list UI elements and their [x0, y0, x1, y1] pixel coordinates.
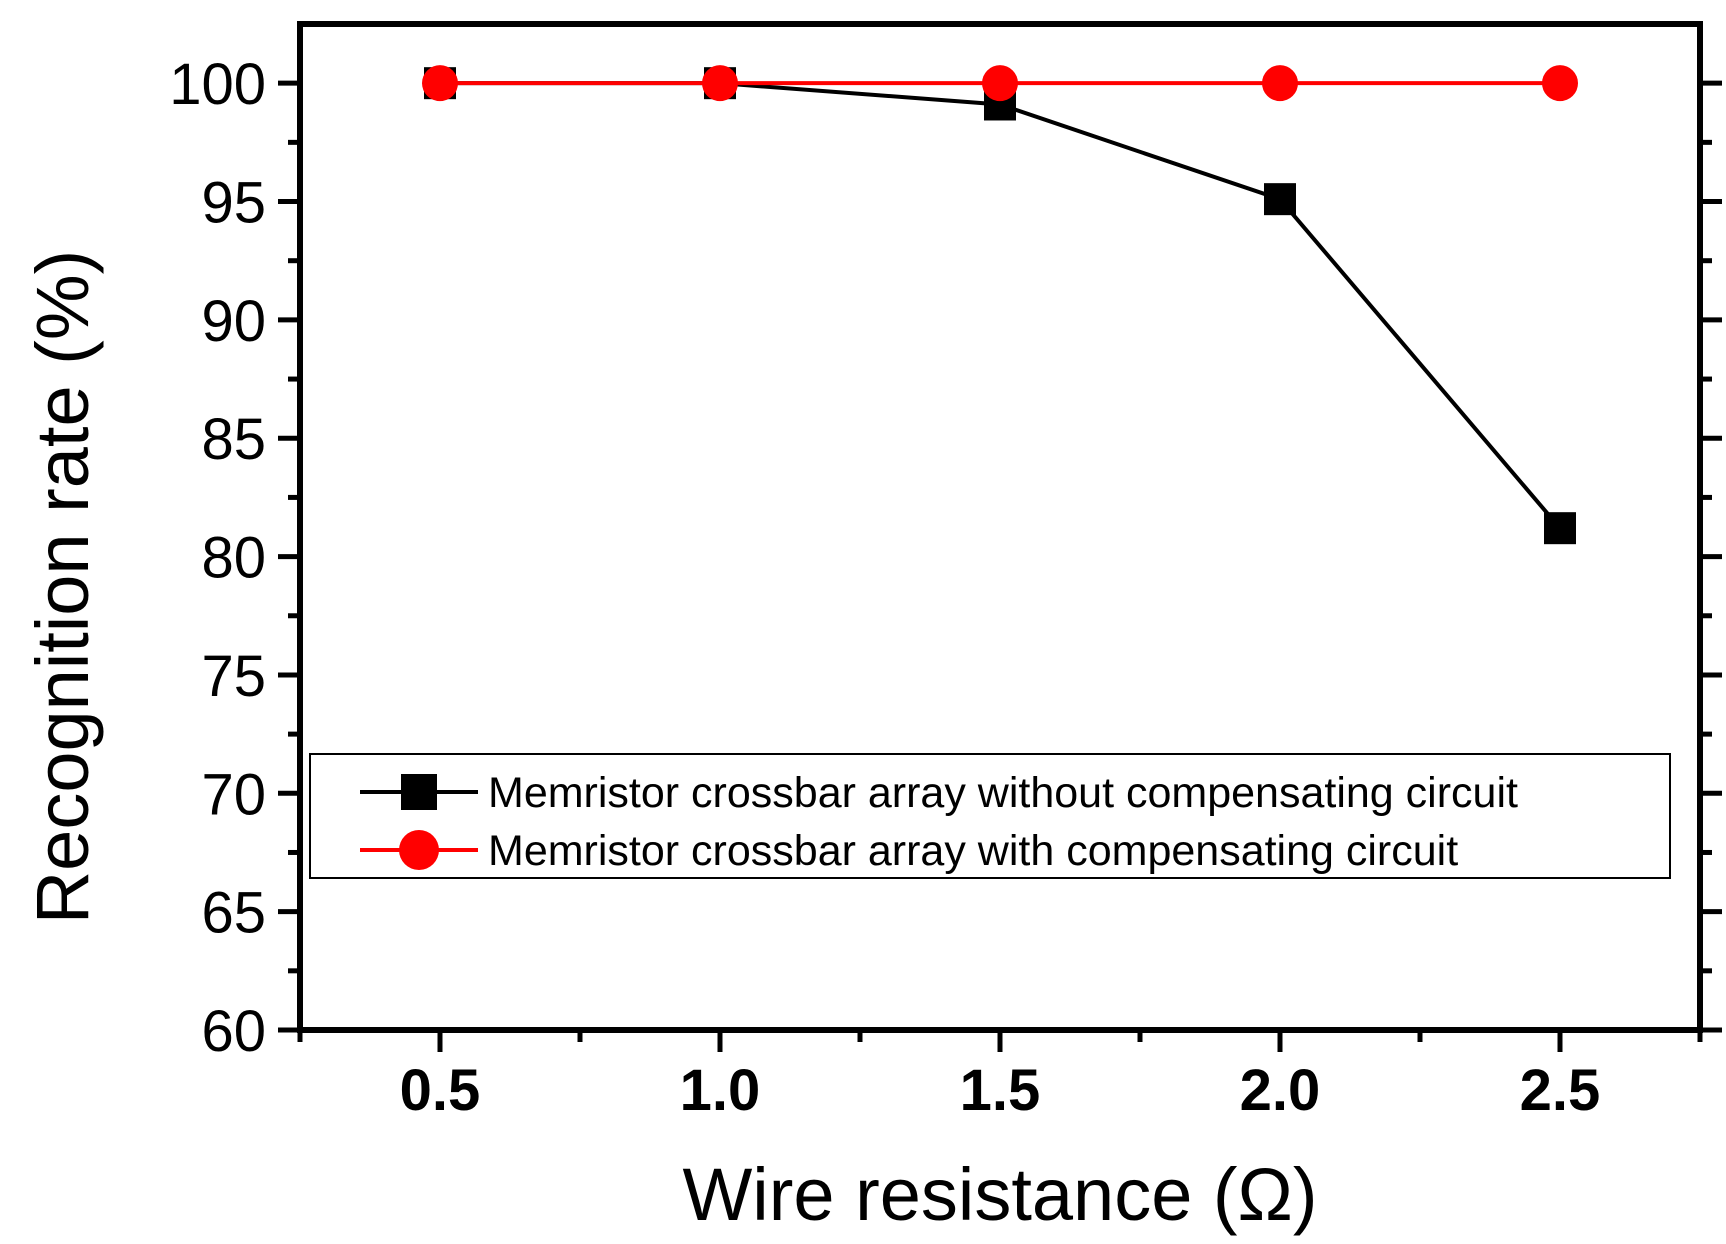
- y-tick-label: 100: [169, 52, 266, 117]
- x-tick-label: 1.0: [680, 1058, 761, 1123]
- legend-label-series-1: Memristor crossbar array without compens…: [488, 769, 1518, 817]
- data-point-circle: [422, 65, 458, 102]
- y-tick-label: 80: [201, 526, 266, 591]
- x-tick-labels: 0.5 1.0 1.5 2.0 2.5: [400, 1058, 1601, 1123]
- y-tick-label: 70: [201, 762, 266, 827]
- ticks: [278, 80, 1722, 1052]
- y-tick-label: 95: [201, 171, 266, 236]
- legend-marker-series-1: [401, 774, 437, 810]
- data-point-circle: [1262, 65, 1298, 102]
- y-tick-label: 85: [201, 407, 266, 472]
- y-tick-labels: 60 65 70 75 80 85 90 95 100: [169, 52, 266, 1064]
- y-tick-label: 65: [201, 881, 266, 946]
- series-layer: [422, 65, 1578, 545]
- x-axis-title: Wire resistance (Ω): [682, 1153, 1317, 1236]
- data-point-circle: [982, 65, 1018, 102]
- y-tick-label: 60: [201, 999, 266, 1064]
- y-axis-title: Recognition rate (%): [21, 250, 104, 925]
- series-line-1: [440, 81, 1562, 530]
- data-point-square: [1264, 183, 1296, 216]
- y-tick-label: 90: [201, 289, 266, 354]
- legend-marker-series-2: [399, 830, 439, 870]
- x-tick-label: 2.5: [1520, 1058, 1601, 1123]
- y-tick-label: 75: [201, 644, 266, 709]
- legend-box: [309, 753, 1671, 879]
- data-point-circle: [1542, 65, 1578, 102]
- legend-label-series-2: Memristor crossbar array with compensati…: [488, 827, 1458, 875]
- legend: Memristor crossbar array without compens…: [309, 753, 1671, 879]
- data-point-square: [1544, 512, 1576, 545]
- x-tick-label: 0.5: [400, 1058, 481, 1123]
- data-point-circle: [702, 65, 738, 102]
- plot-frame: [297, 21, 1703, 1033]
- x-tick-label: 2.0: [1240, 1058, 1321, 1123]
- x-tick-label: 1.5: [960, 1058, 1041, 1123]
